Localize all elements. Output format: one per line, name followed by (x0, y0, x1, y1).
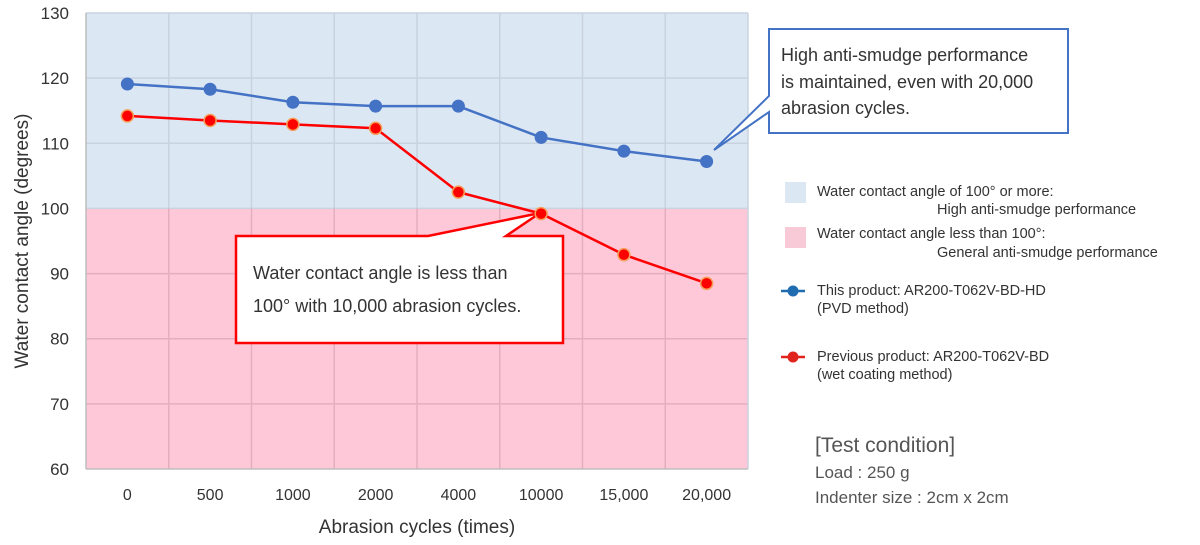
y-tick-label: 130 (41, 4, 69, 23)
callout-this-product: High anti-smudge performance is maintain… (713, 28, 1069, 151)
x-tick-label: 500 (197, 487, 224, 504)
test-condition-title: [Test condition] (815, 434, 955, 457)
x-tick-label: 2000 (358, 487, 394, 504)
x-tick-label: 0 (123, 487, 132, 504)
data-point (203, 82, 217, 96)
data-point (451, 99, 465, 113)
y-tick-label: 90 (50, 265, 69, 284)
series-this-product (120, 77, 714, 169)
data-point (120, 77, 134, 91)
callout-previous-product: Water contact angle is less than 100° wi… (234, 211, 565, 345)
y-axis-title: Water contact angle (degrees) (12, 114, 33, 369)
callout-previous-line-1: Water contact angle is less than (253, 263, 507, 283)
x-tick-label: 20,000 (682, 487, 731, 504)
series-line (127, 82, 707, 163)
y-tick-label: 80 (50, 330, 69, 349)
data-point (617, 144, 631, 158)
legend-previous-product-line-1: Previous product: AR200-T062V-BD (817, 349, 1049, 365)
x-tick-label: 1000 (275, 487, 311, 504)
data-point (120, 109, 135, 123)
legend: Water contact angle of 100° or more: Hig… (781, 182, 1158, 383)
y-tick-label: 70 (50, 395, 69, 414)
legend-marker-previous-product (781, 351, 805, 363)
data-point (699, 276, 714, 291)
data-point (368, 121, 383, 136)
legend-this-product-line-2: (PVD method) (817, 301, 909, 317)
callout-this-line-3: abrasion cycles. (781, 98, 910, 118)
legend-swatch-high (785, 182, 806, 203)
legend-swatch-general (785, 227, 806, 248)
y-tick-label: 60 (50, 460, 69, 479)
test-condition-load: Load : 250 g (815, 463, 910, 482)
callout-previous-line-2: 100° with 10,000 abrasion cycles. (253, 296, 521, 316)
x-tick-label: 15,000 (599, 487, 648, 504)
x-axis-title: Abrasion cycles (times) (319, 517, 515, 538)
legend-general-line-2: General anti-smudge performance (937, 245, 1158, 261)
data-point (534, 206, 548, 221)
legend-high-line-1: Water contact angle of 100° or more: (817, 184, 1054, 200)
y-tick-label: 110 (42, 134, 69, 153)
data-point (286, 117, 300, 132)
legend-high-line-2: High anti-smudge performance (937, 202, 1136, 218)
y-axis-ticks: 60 70 80 90 100 110 120 130 (41, 4, 69, 479)
series-line (127, 114, 708, 285)
series-previous-product (120, 109, 714, 291)
data-point (534, 130, 548, 144)
legend-this-product-line-1: This product: AR200-T062V-BD-HD (817, 283, 1046, 299)
callout-this-line-1: High anti-smudge performance (781, 45, 1028, 65)
data-point (617, 247, 631, 262)
x-tick-label: 4000 (441, 487, 477, 504)
legend-general-line-1: Water contact angle less than 100°: (817, 226, 1046, 242)
test-condition: [Test condition] Load : 250 g Indenter s… (815, 434, 1009, 507)
legend-previous-product-line-2: (wet coating method) (817, 367, 952, 383)
y-tick-label: 120 (41, 69, 69, 88)
data-point (451, 185, 466, 199)
y-tick-label: 100 (41, 199, 69, 218)
gridlines (85, 12, 749, 470)
data-point (700, 155, 714, 169)
data-point (203, 113, 217, 128)
x-axis-ticks: 0 500 1000 2000 4000 10000 15,000 20,000 (123, 487, 731, 504)
series-layer (120, 77, 714, 291)
data-point (286, 95, 300, 109)
data-point (369, 99, 383, 113)
legend-marker-this-product (781, 285, 805, 297)
test-condition-indenter: Indenter size : 2cm x 2cm (815, 488, 1009, 507)
callout-this-line-2: is maintained, even with 20,000 (781, 72, 1033, 92)
x-tick-label: 10000 (519, 487, 564, 504)
